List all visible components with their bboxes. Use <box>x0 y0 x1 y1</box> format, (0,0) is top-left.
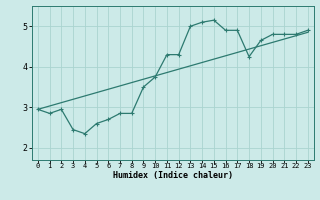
X-axis label: Humidex (Indice chaleur): Humidex (Indice chaleur) <box>113 171 233 180</box>
